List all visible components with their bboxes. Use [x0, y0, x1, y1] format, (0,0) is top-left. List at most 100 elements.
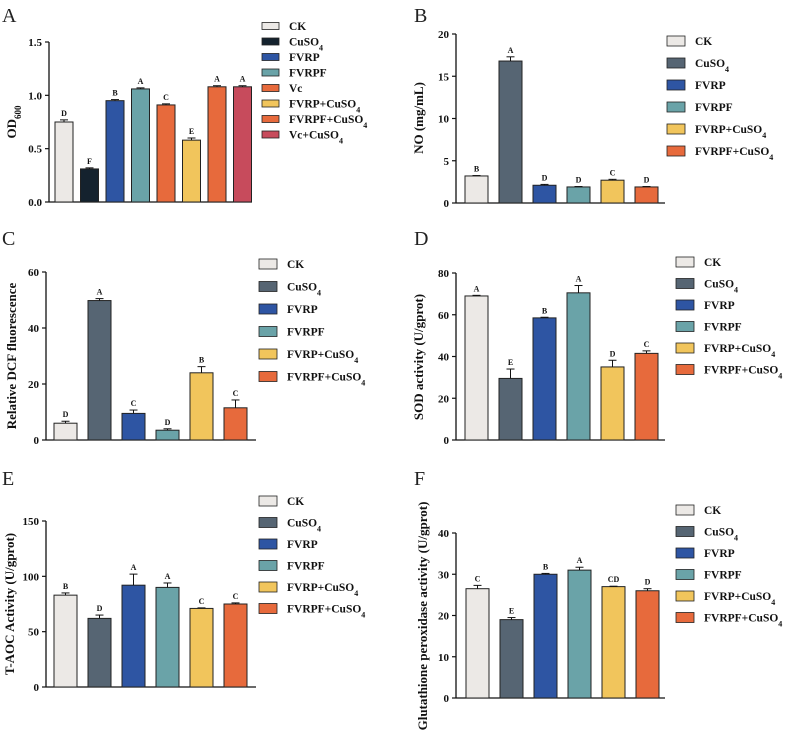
significance-label: C [131, 399, 137, 408]
bar [131, 88, 150, 203]
bar [87, 300, 112, 441]
legend-swatch [666, 79, 686, 91]
panel-letter: A [2, 5, 17, 27]
significance-label: C [610, 168, 616, 177]
legend-swatch [675, 299, 695, 311]
legend-swatch [261, 99, 280, 108]
significance-label: D [610, 349, 616, 358]
legend-label: CK [287, 259, 304, 271]
legend-label: CK [289, 21, 306, 33]
significance-label: B [199, 356, 205, 365]
legend-label: FVRP+CuSO4 [704, 591, 775, 607]
significance-label: A [577, 556, 583, 565]
bar [600, 179, 625, 204]
bar [53, 594, 78, 688]
legend-label: CuSO4 [287, 282, 321, 298]
legend-label: FVRPF [695, 102, 733, 114]
legend-label: FVRPF [289, 68, 327, 80]
significance-label: C [644, 340, 650, 349]
legend-label: CuSO4 [287, 518, 321, 534]
y-tick-label: 50 [28, 627, 40, 639]
bar [53, 422, 78, 441]
legend-swatch [258, 326, 278, 337]
legend-swatch [675, 504, 695, 516]
y-tick-label: 5 [444, 156, 450, 168]
legend-label: FVRPF [704, 570, 742, 582]
bar [105, 100, 125, 203]
legend-swatch [258, 371, 278, 382]
y-axis-label: T-AOC Activity (U/gprot) [2, 533, 17, 675]
bar [223, 603, 248, 688]
legend-swatch [675, 364, 695, 375]
y-tick-label: 30 [438, 569, 450, 581]
legend-swatch [258, 495, 278, 507]
significance-label: A [474, 284, 480, 293]
bar [634, 186, 659, 204]
significance-label: E [189, 127, 194, 136]
legend-label: Vc+CuSO4 [289, 130, 343, 146]
legend-label: FVRPF+CuSO4 [287, 372, 365, 388]
y-tick-label: 20 [438, 611, 450, 623]
bar [635, 590, 660, 699]
y-tick-label: 20 [438, 29, 450, 41]
bar [465, 588, 490, 699]
bar [121, 584, 146, 688]
significance-label: D [644, 176, 650, 185]
legend-swatch [666, 101, 686, 113]
significance-label: A [240, 75, 246, 84]
significance-label: D [61, 109, 67, 118]
legend-swatch [258, 303, 278, 315]
y-tick-label: 0 [34, 682, 40, 694]
y-tick-label: 0 [444, 693, 450, 705]
bar [634, 352, 659, 441]
y-axis-label: Glutathione peroxidase activity (U/gprot… [415, 502, 430, 731]
y-tick-label: 40 [438, 528, 450, 540]
legend-label: FVRPF+CuSO4 [704, 365, 782, 381]
legend-label: FVRP+CuSO4 [704, 343, 775, 359]
significance-label: B [112, 89, 118, 98]
y-tick-label: 1.0 [28, 90, 42, 102]
significance-label: A [165, 572, 171, 581]
bar [155, 586, 180, 688]
legend-swatch [675, 526, 695, 537]
significance-label: B [542, 306, 548, 315]
legend-label: CK [287, 496, 304, 508]
significance-label: D [576, 176, 582, 185]
bar [121, 412, 146, 441]
bar [156, 104, 176, 203]
legend-label: FVRP+CuSO4 [289, 99, 360, 115]
legend-label: FVRP+CuSO4 [287, 582, 358, 598]
y-axis-label: SOD activity (U/gprot) [411, 294, 426, 420]
y-axis-label: NO (mg/mL) [411, 82, 426, 154]
y-tick-label: 20 [438, 393, 450, 405]
y-tick-label: 15 [438, 71, 450, 83]
bar [601, 586, 626, 699]
panel-D: D 0 20 40 60 80 SOD activity (U/gprot) A E B A D C CK… [411, 228, 782, 447]
significance-label: D [645, 578, 651, 587]
legend-swatch [258, 538, 278, 550]
legend-swatch [258, 603, 278, 614]
y-tick-label: 100 [23, 571, 40, 583]
y-tick-label: 60 [28, 267, 40, 279]
panel-F: F 0 10 20 30 40 Glutathione peroxidase activit… [414, 468, 782, 730]
legend-swatch [666, 35, 686, 47]
legend-label: FVRP [704, 300, 735, 312]
bar [600, 366, 625, 441]
legend-swatch [261, 37, 280, 46]
significance-label: C [233, 592, 239, 601]
legend-label: FVRPF [704, 322, 742, 334]
panel-E: E 0 50 100 150 T-AOC Activity (U/gprot) B D A A C C… [2, 468, 365, 694]
significance-label: A [138, 77, 144, 86]
bar [498, 377, 523, 441]
legend-label: FVRP [287, 539, 318, 551]
legend-swatch [675, 547, 695, 559]
bar [499, 619, 524, 699]
bar [182, 139, 201, 203]
panel-B: B 0 5 10 15 20 NO (mg/mL) B A D D C D CK CuSO4 FVRP FVRP… [411, 5, 773, 210]
legend-label: CuSO4 [289, 37, 323, 53]
y-axis-label: Relative DCF fluorescence [4, 282, 19, 429]
legend-swatch [258, 517, 278, 528]
bar [54, 121, 74, 203]
y-tick-label: 20 [28, 379, 40, 391]
